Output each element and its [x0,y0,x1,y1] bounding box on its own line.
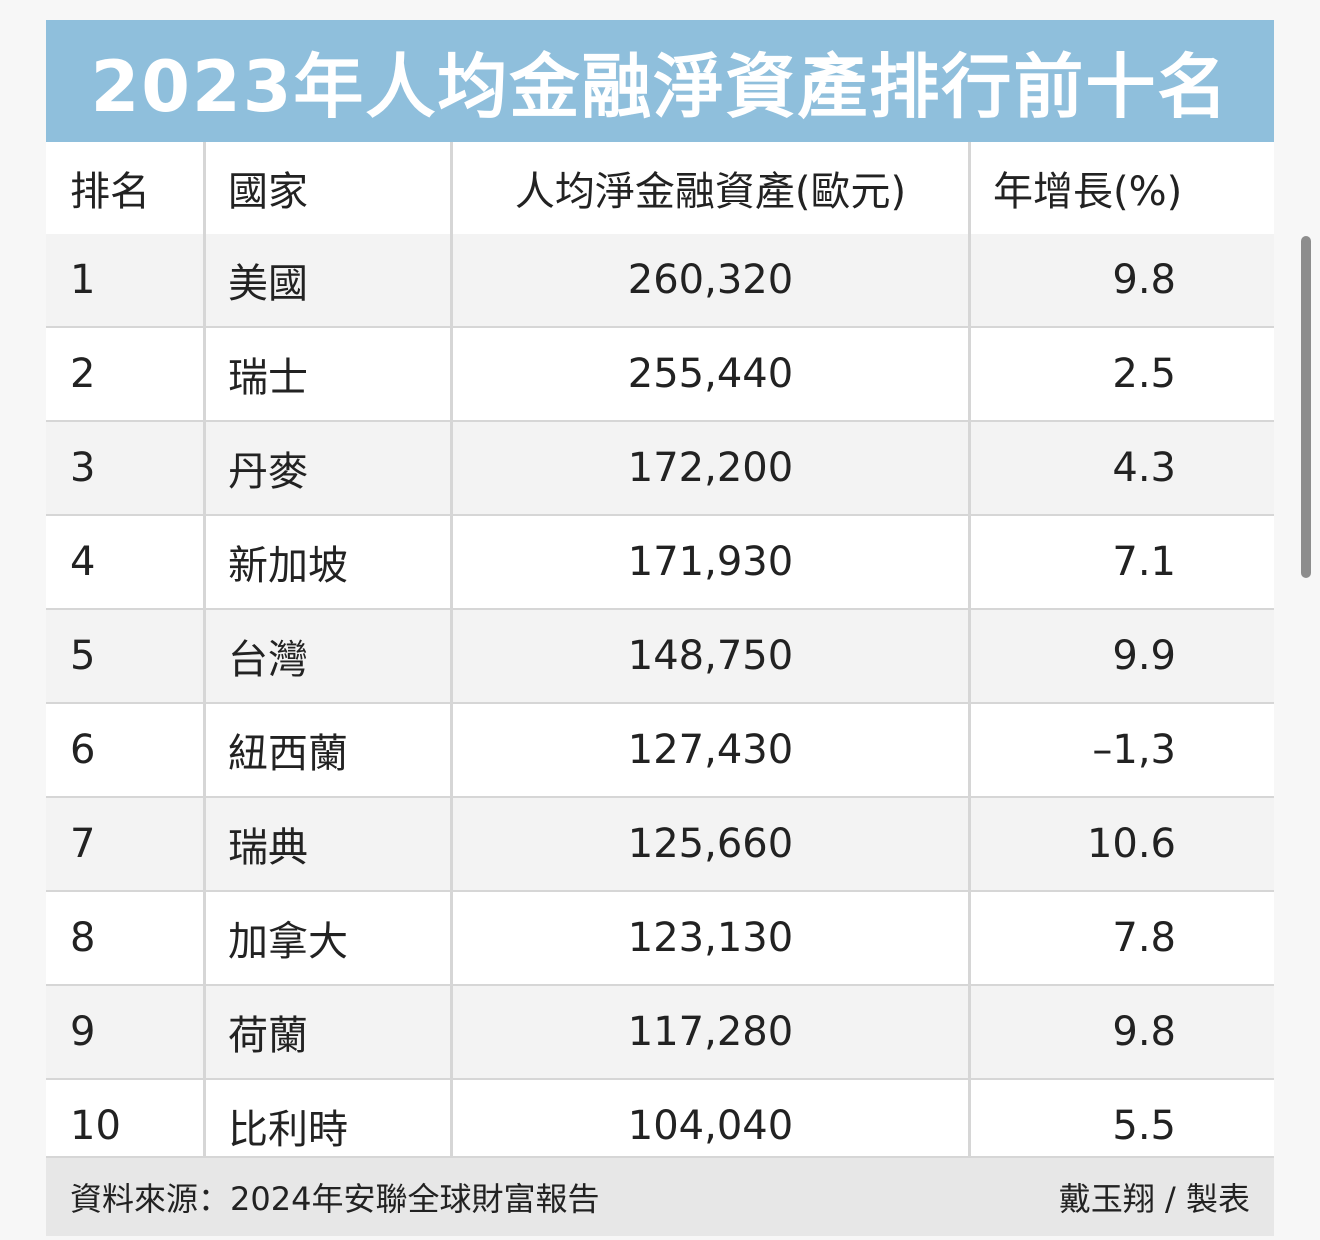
source-note: 資料來源：2024年安聯全球財富報告 [70,1180,600,1218]
table-row: 6 紐西蘭 127,430 –1,3 [46,702,1274,796]
table-row: 3 丹麥 172,200 4.3 [46,420,1274,514]
table-row: 5 台灣 148,750 9.9 [46,608,1274,702]
growth-cell: 9.8 [968,986,1274,1078]
table-row: 9 荷蘭 117,280 9.8 [46,984,1274,1078]
header-assets: 人均淨金融資產(歐元) [450,142,968,234]
growth-cell: 7.1 [968,516,1274,608]
table-body: 1 美國 260,320 9.8 2 瑞士 255,440 2.5 3 丹麥 172,200 4.3 4… [46,234,1274,1172]
header-country: 國家 [203,142,450,234]
credit-note: 戴玉翔 / 製表 [1058,1180,1250,1218]
header-growth: 年增長(%) [968,142,1274,234]
header-rank: 排名 [70,169,150,215]
country-cell: 新加坡 [203,516,450,608]
table-row: 1 美國 260,320 9.8 [46,234,1274,326]
table-row: 7 瑞典 125,660 10.6 [46,796,1274,890]
country-cell: 荷蘭 [203,986,450,1078]
rank-cell: 7 [70,821,96,867]
table-row: 8 加拿大 123,130 7.8 [46,890,1274,984]
growth-cell: 9.9 [968,610,1274,702]
growth-cell: 2.5 [968,328,1274,420]
rank-cell: 6 [70,727,96,773]
growth-cell: 10.6 [968,798,1274,890]
country-cell: 瑞士 [203,328,450,420]
assets-cell: 172,200 [450,422,968,514]
rank-cell: 2 [70,351,96,397]
table-footer: 資料來源：2024年安聯全球財富報告 戴玉翔 / 製表 [46,1156,1274,1236]
country-cell: 比利時 [203,1080,450,1172]
country-cell: 美國 [203,234,450,326]
assets-cell: 127,430 [450,704,968,796]
growth-cell: 5.5 [968,1080,1274,1172]
growth-cell: 4.3 [968,422,1274,514]
country-cell: 丹麥 [203,422,450,514]
ranking-table-card: 2023年人均金融淨資產排行前十名 排名 國家 人均淨金融資產(歐元) 年增長(… [46,20,1274,1236]
vertical-scrollbar[interactable] [1301,236,1311,578]
growth-cell: 9.8 [968,234,1274,326]
assets-cell: 260,320 [450,234,968,326]
rank-cell: 10 [70,1103,121,1149]
rank-cell: 3 [70,445,96,491]
table-title: 2023年人均金融淨資產排行前十名 [90,45,1230,128]
growth-cell: 7.8 [968,892,1274,984]
assets-cell: 123,130 [450,892,968,984]
assets-cell: 148,750 [450,610,968,702]
assets-cell: 171,930 [450,516,968,608]
growth-cell: –1,3 [968,704,1274,796]
rank-cell: 5 [70,633,96,679]
table-row: 2 瑞士 255,440 2.5 [46,326,1274,420]
rank-cell: 8 [70,915,96,961]
rank-cell: 4 [70,539,96,585]
assets-cell: 125,660 [450,798,968,890]
assets-cell: 255,440 [450,328,968,420]
title-bar: 2023年人均金融淨資產排行前十名 [46,20,1274,142]
country-cell: 加拿大 [203,892,450,984]
rank-cell: 1 [70,257,96,303]
country-cell: 紐西蘭 [203,704,450,796]
country-cell: 瑞典 [203,798,450,890]
table-header-row: 排名 國家 人均淨金融資產(歐元) 年增長(%) [46,142,1274,234]
assets-cell: 117,280 [450,986,968,1078]
ranking-table: 排名 國家 人均淨金融資產(歐元) 年增長(%) 1 美國 260,320 9.8 2 瑞… [46,142,1274,1172]
assets-cell: 104,040 [450,1080,968,1172]
country-cell: 台灣 [203,610,450,702]
rank-cell: 9 [70,1009,96,1055]
table-row: 4 新加坡 171,930 7.1 [46,514,1274,608]
